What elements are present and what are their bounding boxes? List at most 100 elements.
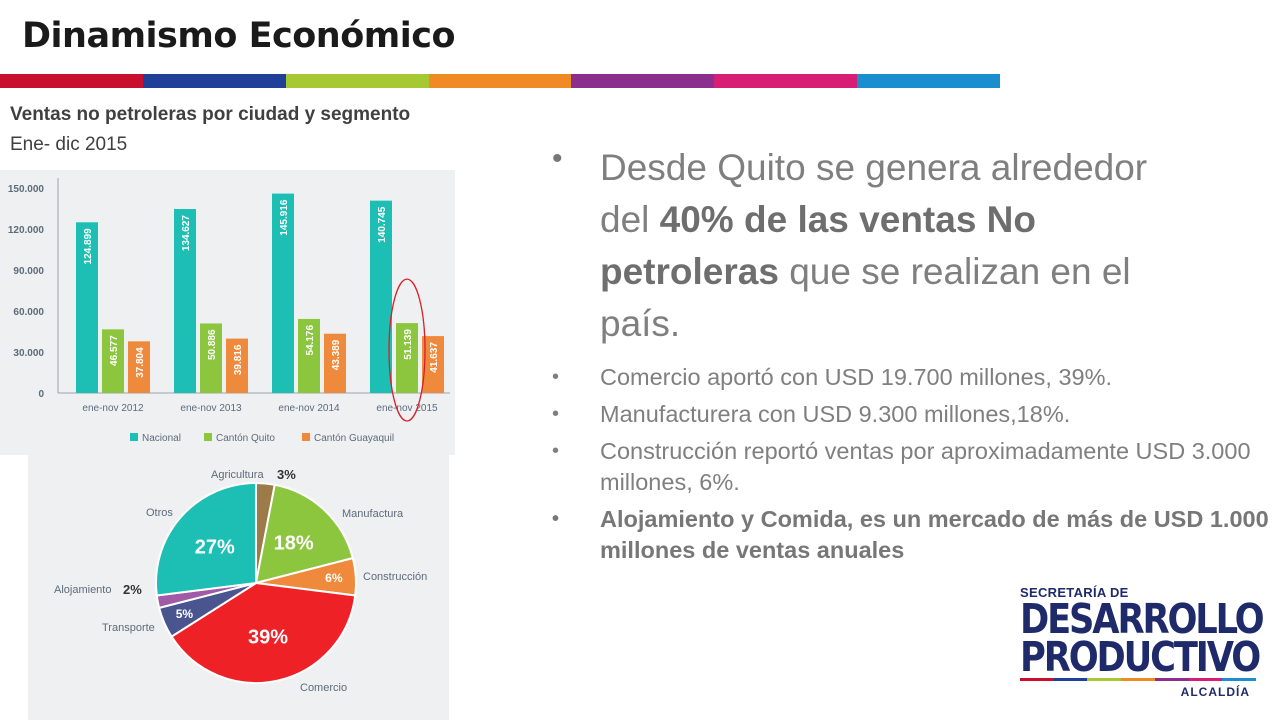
pie-percent-label: 39% <box>248 626 288 648</box>
legend-label: Cantón Quito <box>216 433 275 444</box>
statement-pre: Desde Quito se genera alrededor del <box>600 147 1148 240</box>
stripe-segment <box>571 74 715 88</box>
bar-chart-panel: 0 30.000 60.000 90.000 120.000 150.000 124.899… <box>0 170 455 455</box>
bar <box>324 333 346 393</box>
bullet-text: Construcción reportó ventas por aproxima… <box>600 438 1251 495</box>
bar-value-label: 134.627 <box>181 215 192 252</box>
bullet-dot: • <box>552 508 560 530</box>
legend-label: Nacional <box>142 433 181 444</box>
pie-chart-panel: 3% Agricultura 18% Manufactura 6% Construcció… <box>28 455 449 720</box>
bullet-dot: • <box>552 142 563 175</box>
y-tick-label: 0 <box>38 389 44 400</box>
logo-line1: SECRETARÍA DE <box>1020 585 1129 600</box>
x-tick-label: ene-nov 2012 <box>82 403 144 414</box>
bar <box>298 318 320 393</box>
y-tick-label: 120.000 <box>8 225 45 236</box>
pie-chart: 3% Agricultura 18% Manufactura 6% Construcció… <box>54 467 427 694</box>
stripe-segment <box>857 74 1001 88</box>
bar-value-label: 37.804 <box>135 347 146 378</box>
logo-bar-segment <box>1121 678 1155 681</box>
stripe-segment <box>714 74 858 88</box>
pie-percent-label: 5% <box>176 607 194 621</box>
main-statement: • Desde Quito se genera alrededor del 40… <box>552 142 1162 350</box>
main-statement-text: Desde Quito se genera alrededor del 40% … <box>600 142 1162 350</box>
logo-bar-segment <box>1020 678 1054 681</box>
bullet-dot: • <box>552 403 560 425</box>
bar <box>102 329 124 393</box>
bullet-text: Comercio aportó con USD 19.700 millones,… <box>600 364 1113 390</box>
pie-category-label: Otros <box>146 507 173 519</box>
legend-swatch <box>302 433 310 441</box>
bar <box>200 323 222 393</box>
pie-category-label: Manufactura <box>342 508 404 520</box>
pie-slice <box>254 483 355 585</box>
bullet-text: Manufacturera con USD 9.300 millones,18%… <box>600 401 1071 427</box>
logo-line3: PRODUCTIVO <box>1020 633 1261 681</box>
logo-line4: ALCALDÍA <box>1180 685 1250 699</box>
legend-swatch <box>204 433 212 441</box>
stripe-segment <box>142 74 286 88</box>
stripe-segment <box>285 74 429 88</box>
bar <box>226 338 248 393</box>
bar-value-label: 124.899 <box>83 228 94 265</box>
pie-slice <box>155 481 257 597</box>
bullet-dot: • <box>552 366 560 388</box>
pie-category-label: Construcción <box>363 571 427 583</box>
chart-period: Ene- dic 2015 <box>10 134 128 155</box>
page-title: Dinamismo Económico <box>22 16 456 56</box>
bullet-item: • Comercio aportó con USD 19.700 millones… <box>552 362 1272 393</box>
bullet-list: • Comercio aportó con USD 19.700 millones… <box>552 362 1272 572</box>
logo-bar-segment <box>1222 678 1257 681</box>
logo-bar-segment <box>1053 678 1088 681</box>
bullet-item: • Construcción reportó ventas por aproxim… <box>552 436 1272 498</box>
x-tick-label: ene-nov 2014 <box>278 403 340 414</box>
x-tick-label: ene-nov 2013 <box>180 403 242 414</box>
bar <box>76 222 98 393</box>
logo-bar-segment <box>1188 678 1223 681</box>
logo-line2: DESARROLLO <box>1020 595 1265 643</box>
pie-percent-label: 2% <box>123 582 142 597</box>
pie-category-label: Agricultura <box>211 469 264 481</box>
legend-label: Cantón Guayaquil <box>314 433 394 444</box>
chart-subtitle: Ventas no petroleras por ciudad y segmen… <box>10 104 411 125</box>
logo-bar-segment <box>1154 678 1189 681</box>
bar-value-label: 51.139 <box>403 329 414 360</box>
bar-value-label: 46.577 <box>109 335 120 366</box>
y-tick-label: 30.000 <box>13 348 44 359</box>
pie-category-label: Alojamiento <box>54 584 111 596</box>
bar-value-label: 43.389 <box>331 339 342 370</box>
statement-bold: 40% de las ventas No petroleras <box>600 199 1036 292</box>
bar-value-label: 54.176 <box>305 325 316 356</box>
bar <box>128 341 150 393</box>
logo-bar-segment <box>1087 678 1122 681</box>
pie-percent-label: 6% <box>325 571 343 585</box>
pie-percent-label: 3% <box>277 467 296 482</box>
pie-percent-label: 27% <box>195 536 235 558</box>
bar <box>422 336 444 393</box>
bar-value-label: 41.637 <box>429 342 440 373</box>
logo-color-bar <box>1020 678 1257 681</box>
x-tick-label: ene-nov 2015 <box>376 403 438 414</box>
bullet-item: • Manufacturera con USD 9.300 millones,18… <box>552 399 1272 430</box>
color-stripe <box>0 74 1001 88</box>
bullet-text: Alojamiento y Comida, es un mercado de m… <box>600 506 1269 563</box>
bar <box>272 193 294 393</box>
pie-percent-label: 18% <box>274 533 314 555</box>
bullet-dot: • <box>552 440 560 462</box>
bullet-item: • Alojamiento y Comida, es un mercado de … <box>552 504 1272 566</box>
bar-chart: 0 30.000 60.000 90.000 120.000 150.000 124.899… <box>8 178 450 444</box>
bar-value-label: 140.745 <box>377 206 388 243</box>
stripe-segment <box>0 74 143 88</box>
highlight-ellipse <box>388 278 426 422</box>
bar-value-label: 39.816 <box>233 344 244 375</box>
pie-category-label: Comercio <box>300 682 347 694</box>
y-tick-label: 90.000 <box>13 266 44 277</box>
legend-swatch <box>130 433 138 441</box>
bar <box>396 323 418 393</box>
pie-category-label: Transporte <box>102 622 155 634</box>
bar-value-label: 145.916 <box>279 199 290 236</box>
statement-post: que se realizan en el país. <box>600 251 1131 344</box>
y-tick-label: 60.000 <box>13 307 44 318</box>
stripe-segment <box>428 74 572 88</box>
y-tick-label: 150.000 <box>8 184 45 195</box>
